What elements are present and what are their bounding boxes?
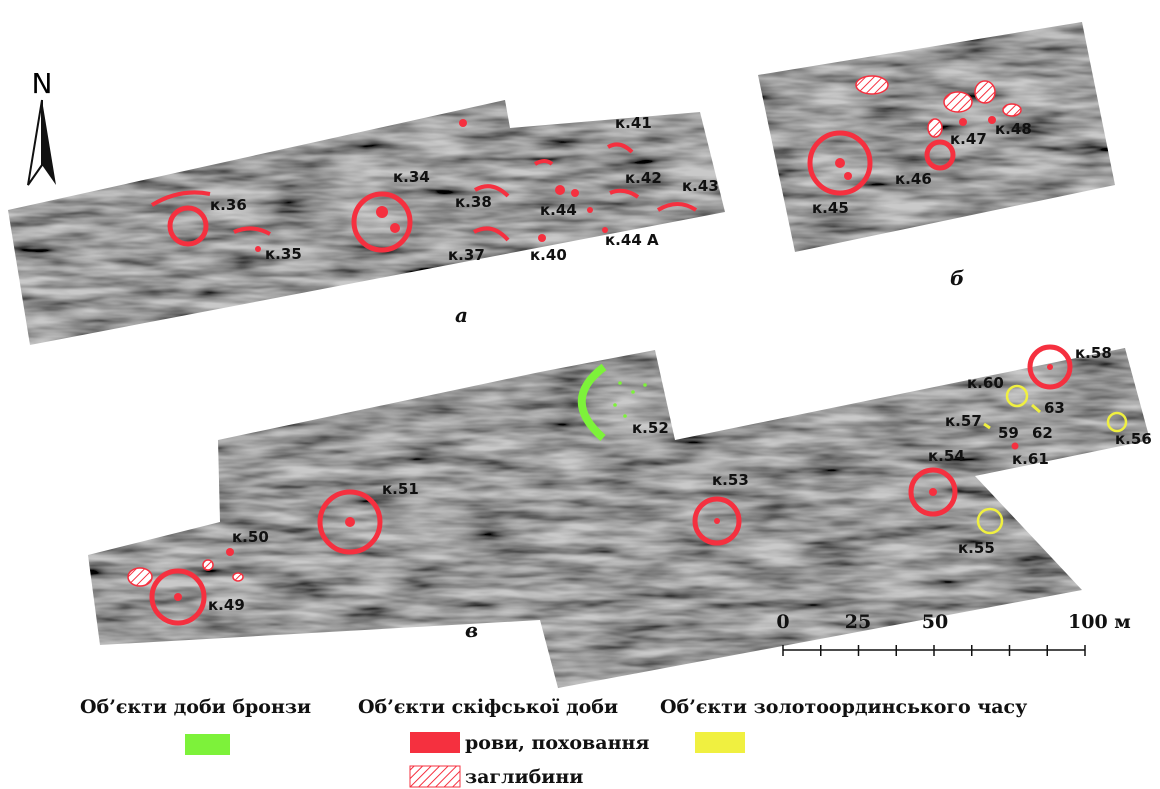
north-arrow <box>28 100 56 185</box>
feature-label: к.51 <box>382 480 419 498</box>
depression <box>203 560 213 570</box>
feature-label: 59 <box>998 424 1019 442</box>
pit <box>1012 443 1019 450</box>
depression <box>856 76 888 94</box>
feature-label: к.46 <box>895 170 932 188</box>
depression <box>975 81 995 103</box>
feature-label: к.57 <box>945 412 982 430</box>
survey-areas <box>8 22 1150 688</box>
legend-swatch-green <box>185 734 230 755</box>
feature-label: к.55 <box>958 539 995 557</box>
feature-label: к.60 <box>967 374 1004 392</box>
feature-label: к.52 <box>632 419 669 437</box>
legend-header: Об’єкти скіфської доби <box>358 696 618 718</box>
feature-label: к.45 <box>812 199 849 217</box>
legend-swatch-yellow <box>695 732 745 753</box>
pit <box>555 185 565 195</box>
pit <box>929 488 937 496</box>
map: N Об’єкти доби бронзи Об’єкти скіфської … <box>0 0 1160 789</box>
scale-label: 100 м <box>1068 611 1131 633</box>
bronze-dot <box>631 390 635 394</box>
feature-label: к.53 <box>712 471 749 489</box>
pit <box>226 548 234 556</box>
feature-label: к.44 А <box>605 231 659 249</box>
feature-label: к.40 <box>530 246 567 264</box>
feature-label: к.42 <box>625 169 662 187</box>
feature-label: к.44 <box>540 201 577 219</box>
legend-item: рови, поховання <box>465 732 649 754</box>
legend: Об’єкти доби бронзи Об’єкти скіфської до… <box>80 696 1027 788</box>
bronze-dot <box>643 383 647 387</box>
legend-item: заглибини <box>465 766 583 788</box>
pit <box>255 246 261 252</box>
depression <box>928 119 942 137</box>
pit <box>587 207 593 213</box>
pit <box>174 593 182 601</box>
pit <box>390 223 400 233</box>
legend-swatch-hatch <box>410 766 460 787</box>
feature-label: к.36 <box>210 196 247 214</box>
scale-label: 50 <box>922 611 948 633</box>
pit <box>1047 364 1053 370</box>
feature-label: к.41 <box>615 114 652 132</box>
scale-label: 25 <box>845 611 871 633</box>
feature-label: 63 <box>1044 399 1065 417</box>
feature-label: к.61 <box>1012 450 1049 468</box>
scale-label: 0 <box>776 611 789 633</box>
bronze-dot <box>613 403 617 407</box>
feature-label: к.48 <box>995 120 1032 138</box>
pit <box>844 172 852 180</box>
legend-swatch-red <box>410 732 460 753</box>
pit <box>345 517 355 527</box>
pit <box>835 158 845 168</box>
feature-label: к.50 <box>232 528 269 546</box>
pit <box>538 234 546 242</box>
pit <box>571 189 579 197</box>
bronze-dot <box>623 414 627 418</box>
depression <box>128 568 152 586</box>
feature-label: к.49 <box>208 596 245 614</box>
pit <box>459 119 467 127</box>
pit <box>959 118 967 126</box>
panel-letter: а <box>455 303 468 327</box>
feature-label: к.43 <box>682 177 719 195</box>
feature-label: к.47 <box>950 130 987 148</box>
depression <box>233 573 243 581</box>
feature-label: к.56 <box>1115 430 1152 448</box>
north-label: N <box>32 67 53 100</box>
feature-label: к.58 <box>1075 344 1112 362</box>
panel-letter: в <box>465 618 478 642</box>
depression <box>1003 104 1021 116</box>
feature-label: к.54 <box>928 447 965 465</box>
feature-label: к.37 <box>448 246 485 264</box>
feature-label: к.35 <box>265 245 302 263</box>
legend-header: Об’єкти доби бронзи <box>80 696 311 718</box>
legend-header: Об’єкти золотоординського часу <box>660 696 1027 718</box>
pit <box>376 206 388 218</box>
feature-label: 62 <box>1032 424 1053 442</box>
depression <box>944 92 972 112</box>
feature-label: к.34 <box>393 168 430 186</box>
feature-label: к.38 <box>455 193 492 211</box>
bronze-dot <box>618 381 622 385</box>
panel-letter: б <box>950 266 964 290</box>
pit <box>714 518 720 524</box>
